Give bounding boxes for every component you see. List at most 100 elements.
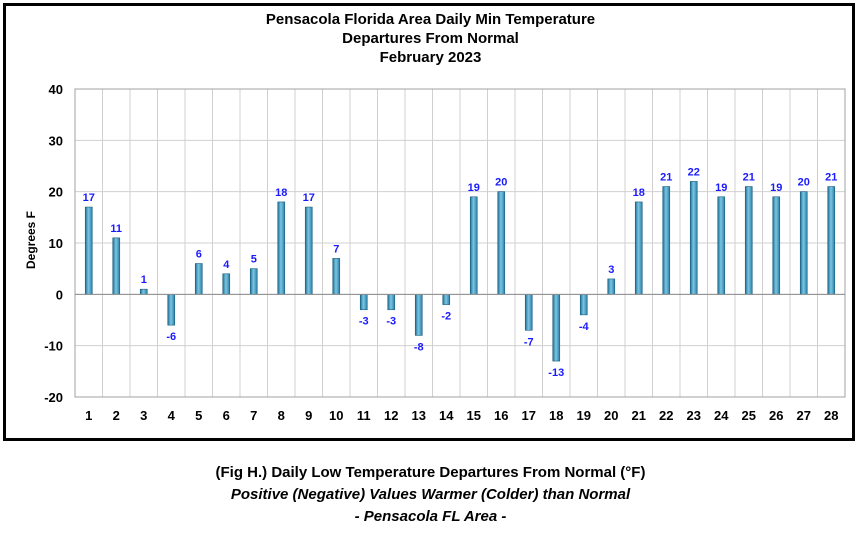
x-tick-label: 27 bbox=[797, 408, 811, 423]
bar bbox=[552, 294, 561, 362]
y-tick-label: 0 bbox=[56, 287, 63, 302]
data-label: 6 bbox=[196, 249, 202, 261]
data-label: 11 bbox=[110, 223, 122, 235]
data-label: 21 bbox=[825, 172, 837, 184]
bar bbox=[497, 191, 506, 295]
y-tick-label: -10 bbox=[44, 339, 63, 354]
caption-line-1: (Fig H.) Daily Low Temperature Departure… bbox=[215, 464, 646, 481]
bar bbox=[799, 191, 808, 295]
x-tick-label: 26 bbox=[769, 408, 783, 423]
x-tick-label: 18 bbox=[549, 408, 563, 423]
data-label: 22 bbox=[688, 166, 700, 178]
bar bbox=[689, 181, 698, 295]
x-tick-label: 10 bbox=[329, 408, 343, 423]
bar bbox=[139, 288, 148, 295]
y-axis-label: Degrees F bbox=[24, 211, 38, 269]
data-label: 18 bbox=[275, 187, 287, 199]
data-label: 7 bbox=[333, 243, 339, 255]
bar bbox=[442, 294, 451, 305]
bar bbox=[717, 196, 726, 295]
data-label: -4 bbox=[579, 321, 590, 333]
y-tick-label: 40 bbox=[49, 82, 63, 97]
x-tick-label: 3 bbox=[140, 408, 147, 423]
x-tick-label: 11 bbox=[357, 408, 371, 423]
data-label: 20 bbox=[798, 177, 810, 189]
x-tick-label: 6 bbox=[223, 408, 230, 423]
bar bbox=[744, 186, 753, 295]
x-tick-label: 1 bbox=[85, 408, 92, 423]
x-tick-label: 8 bbox=[278, 408, 285, 423]
bar bbox=[387, 294, 396, 311]
chart-title-line-2: Departures From Normal bbox=[342, 30, 519, 47]
caption-line-2: Positive (Negative) Values Warmer (Colde… bbox=[230, 486, 631, 503]
x-tick-label: 2 bbox=[113, 408, 120, 423]
bar bbox=[359, 294, 368, 311]
data-label: 21 bbox=[660, 172, 672, 184]
data-label: -3 bbox=[386, 316, 396, 328]
y-tick-label: -20 bbox=[44, 390, 63, 405]
x-tick-label: 14 bbox=[439, 408, 454, 423]
x-tick-label: 13 bbox=[412, 408, 426, 423]
x-tick-label: 16 bbox=[494, 408, 508, 423]
x-tick-label: 7 bbox=[250, 408, 257, 423]
data-label: 1 bbox=[141, 274, 147, 286]
data-label: 3 bbox=[608, 264, 614, 276]
x-tick-label: 20 bbox=[604, 408, 618, 423]
bar bbox=[194, 263, 203, 295]
x-tick-label: 5 bbox=[195, 408, 202, 423]
chart-title: Pensacola Florida Area Daily Min Tempera… bbox=[0, 10, 861, 67]
data-label: 19 bbox=[715, 182, 727, 194]
bar bbox=[249, 268, 258, 295]
x-tick-label: 22 bbox=[659, 408, 673, 423]
bar bbox=[167, 294, 176, 326]
x-tick-label: 9 bbox=[305, 408, 312, 423]
plot-area bbox=[74, 88, 846, 398]
y-tick-label: 10 bbox=[49, 236, 63, 251]
data-label: 17 bbox=[83, 192, 95, 204]
data-label: 17 bbox=[303, 192, 315, 204]
bar bbox=[827, 186, 836, 295]
bar bbox=[662, 186, 671, 295]
x-tick-label: 28 bbox=[824, 408, 838, 423]
bar bbox=[84, 206, 93, 295]
chart-frame bbox=[3, 3, 855, 441]
bar bbox=[607, 278, 616, 295]
x-tick-label: 19 bbox=[577, 408, 591, 423]
x-tick-label: 4 bbox=[168, 408, 176, 423]
x-tick-label: 12 bbox=[384, 408, 398, 423]
bar bbox=[332, 258, 341, 295]
x-tick-label: 15 bbox=[467, 408, 481, 423]
data-label: -2 bbox=[441, 311, 451, 323]
x-tick-label: 17 bbox=[522, 408, 536, 423]
data-label: 4 bbox=[223, 259, 230, 271]
data-label: 20 bbox=[495, 177, 507, 189]
data-label: -8 bbox=[414, 341, 424, 353]
bar bbox=[112, 237, 121, 295]
chart-title-line-3: February 2023 bbox=[379, 49, 482, 66]
caption-line-3: - Pensacola FL Area - bbox=[354, 508, 507, 525]
bar bbox=[469, 196, 478, 295]
bar bbox=[524, 294, 533, 331]
data-label: -7 bbox=[524, 336, 534, 348]
bar bbox=[634, 201, 643, 295]
bar bbox=[222, 273, 231, 295]
figure-caption: (Fig H.) Daily Low Temperature Departure… bbox=[0, 462, 861, 528]
x-tick-label: 21 bbox=[632, 408, 646, 423]
data-label: -13 bbox=[548, 367, 564, 379]
y-tick-label: 20 bbox=[49, 185, 63, 200]
bar bbox=[304, 206, 313, 295]
data-label: -3 bbox=[359, 316, 369, 328]
x-tick-label: 24 bbox=[714, 408, 729, 423]
bar bbox=[772, 196, 781, 295]
data-label: -6 bbox=[166, 331, 176, 343]
y-tick-label: 30 bbox=[49, 133, 63, 148]
data-label: 5 bbox=[251, 254, 257, 266]
bar bbox=[579, 294, 588, 316]
bar bbox=[414, 294, 423, 336]
data-label: 18 bbox=[633, 187, 645, 199]
chart-title-line-1: Pensacola Florida Area Daily Min Tempera… bbox=[265, 11, 596, 28]
x-tick-label: 23 bbox=[687, 408, 701, 423]
data-label: 19 bbox=[468, 182, 480, 194]
bar bbox=[277, 201, 286, 295]
